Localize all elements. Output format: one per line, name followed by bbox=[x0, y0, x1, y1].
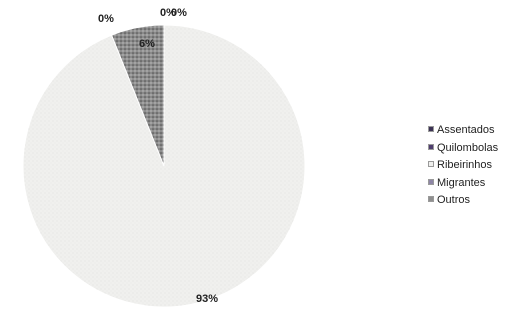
legend-swatch-ribeirinhos bbox=[428, 161, 434, 167]
legend-label-outros: Outros bbox=[437, 194, 471, 206]
legend-item-ribeirinhos: Ribeirinhos bbox=[428, 158, 498, 176]
legend-item-assentados: Assentados bbox=[428, 123, 498, 141]
slice-label-outros: 6% bbox=[139, 38, 155, 50]
legend-swatch-outros bbox=[428, 196, 434, 202]
legend-label-assentados: Assentados bbox=[437, 124, 495, 136]
legend-item-migrantes: Migrantes bbox=[428, 176, 498, 194]
legend-swatch-quilombolas bbox=[428, 143, 434, 150]
legend-item-quilombolas: Quilombolas bbox=[428, 141, 498, 159]
chart-legend: Assentados Quilombolas Ribeirinhos Migra… bbox=[428, 123, 498, 211]
slice-label-migrantes: 0% bbox=[98, 13, 114, 25]
legend-swatch-assentados bbox=[428, 126, 434, 132]
pie-slice-outros bbox=[110, 24, 165, 167]
legend-label-ribeirinhos: Ribeirinhos bbox=[437, 159, 493, 171]
legend-label-quilombolas: Quilombolas bbox=[437, 141, 499, 154]
legend-swatch-migrantes bbox=[428, 178, 434, 185]
slice-label-ribeirinhos: 93% bbox=[196, 293, 218, 305]
legend-item-outros: Outros bbox=[428, 193, 498, 211]
slice-label-assentados: 0% bbox=[160, 7, 176, 19]
slice-label-quilombolas: 0% bbox=[171, 7, 187, 19]
legend-label-migrantes: Migrantes bbox=[437, 176, 486, 189]
